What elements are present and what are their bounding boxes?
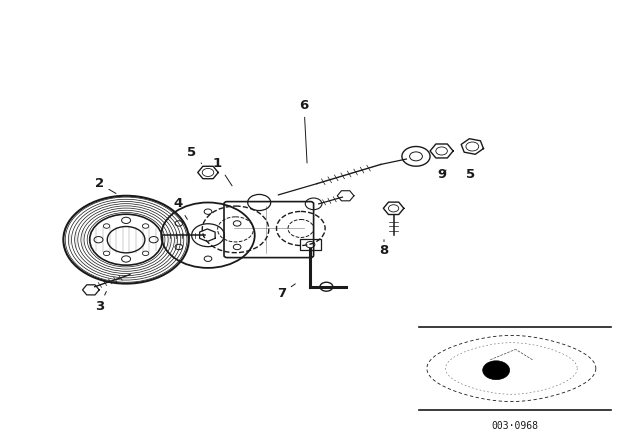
Text: 8: 8	[380, 240, 388, 258]
Text: 5: 5	[466, 168, 475, 181]
Text: 6: 6	[300, 99, 308, 163]
Text: 4: 4	[173, 197, 188, 220]
Text: 3: 3	[95, 292, 106, 314]
Text: 9: 9	[437, 168, 446, 181]
Text: 7: 7	[277, 284, 295, 300]
Text: 1: 1	[213, 157, 232, 186]
Text: 5: 5	[188, 146, 202, 164]
Text: 2: 2	[95, 177, 116, 194]
Text: 003·0968: 003·0968	[492, 421, 539, 431]
Circle shape	[483, 361, 509, 379]
Bar	[300, 239, 321, 250]
